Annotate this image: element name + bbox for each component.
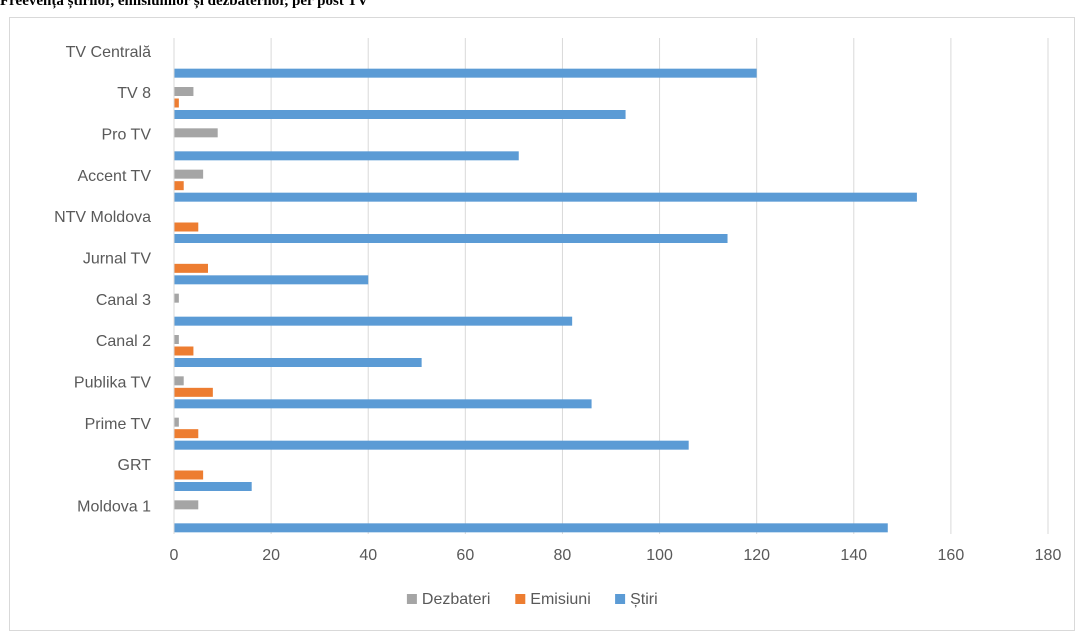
bar-știri (174, 192, 917, 202)
category-label: GRT (118, 457, 152, 474)
x-tick-label: 80 (554, 547, 572, 564)
bar-emisiuni (174, 98, 179, 108)
bar-dezbateri (174, 293, 179, 303)
bar-emisiuni (174, 222, 199, 232)
category-label: Canal 2 (96, 333, 151, 350)
bar-dezbateri (174, 335, 179, 344)
legend-swatch-știri (615, 594, 626, 604)
bar-știri (174, 358, 422, 367)
legend-label-dezbateri: Dezbateri (422, 591, 490, 608)
bar-știri (174, 234, 728, 243)
category-label: Jurnal TV (83, 251, 152, 268)
category-label: Moldova 1 (77, 499, 151, 516)
x-tick-label: 100 (646, 547, 673, 564)
legend-label-emisiuni: Emisiuni (530, 591, 590, 608)
bar-dezbateri (174, 169, 204, 179)
bar-emisiuni (174, 346, 194, 356)
legend-swatch-dezbateri (406, 594, 417, 604)
bar-dezbateri (174, 500, 199, 510)
category-label: Publika TV (74, 375, 151, 392)
legend-swatch-emisiuni (515, 594, 526, 604)
bar-emisiuni (174, 181, 184, 191)
x-tick-label: 40 (359, 547, 377, 564)
bar-emisiuni (174, 387, 213, 397)
bar-emisiuni (174, 263, 208, 273)
x-tick-label: 0 (170, 547, 179, 564)
x-tick-label: 180 (1035, 547, 1062, 564)
bar-dezbateri (174, 128, 218, 138)
bar-știri (174, 110, 626, 119)
x-tick-label: 20 (262, 547, 280, 564)
bar-știri (174, 151, 519, 161)
bar-dezbateri (174, 376, 184, 386)
bar-emisiuni (174, 470, 204, 480)
bar-știri (174, 68, 757, 78)
bar-emisiuni (174, 429, 199, 439)
bar-știri (174, 523, 888, 533)
x-tick-label: 140 (840, 547, 867, 564)
x-tick-label: 120 (743, 547, 770, 564)
category-label: TV Centrală (66, 44, 151, 61)
bar-dezbateri (174, 417, 179, 427)
category-label: Pro TV (102, 127, 152, 144)
x-tick-label: 160 (938, 547, 965, 564)
document-title: Freevența știrilor, emisiunilor și dezba… (0, 0, 369, 9)
bar-știri (174, 316, 573, 326)
bar-știri (174, 399, 592, 409)
bar-știri (174, 440, 689, 450)
legend-label-știri: Știri (630, 591, 658, 608)
category-label: Prime TV (85, 416, 152, 433)
category-label: TV 8 (117, 85, 151, 102)
bar-știri (174, 482, 252, 491)
category-label: Canal 3 (96, 292, 151, 309)
bar-știri (174, 275, 369, 285)
bar-dezbateri (174, 87, 194, 96)
x-tick-label: 60 (456, 547, 474, 564)
category-label: NTV Moldova (54, 209, 151, 226)
category-label: Accent TV (77, 168, 151, 185)
